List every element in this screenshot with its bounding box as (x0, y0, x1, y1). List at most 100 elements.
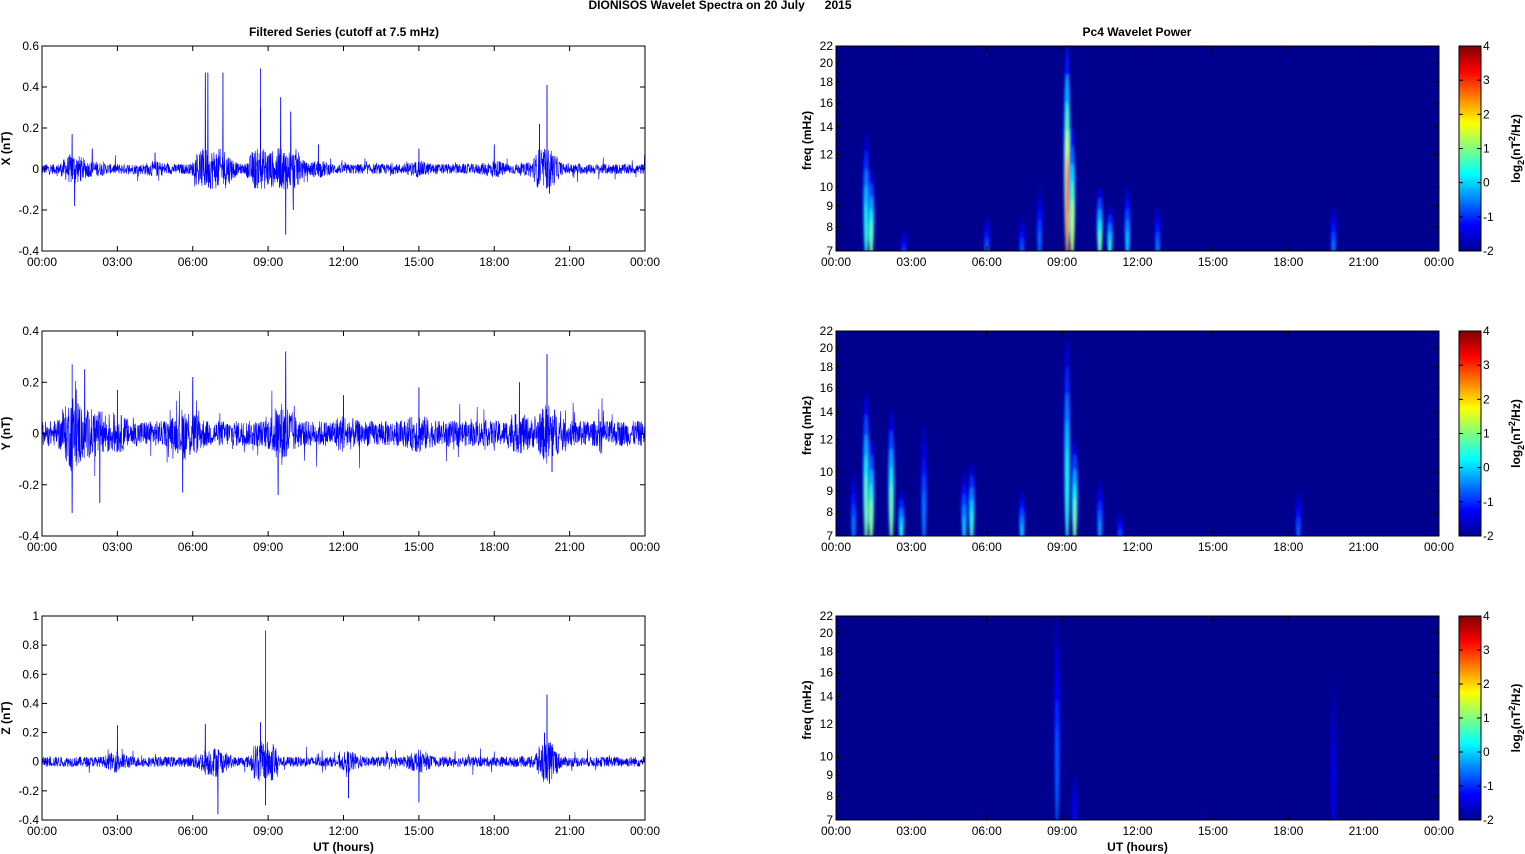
y-tick-label: 22 (820, 324, 834, 338)
y-tick-label: 14 (820, 405, 834, 419)
x-tick-label: 00:00 (1424, 255, 1454, 269)
power-feature (1038, 229, 1041, 251)
y-tick-label: 14 (820, 690, 834, 704)
x-tick-label: 21:00 (1349, 255, 1379, 269)
colorbar-tick-label: 2 (1483, 392, 1490, 406)
x-tick-label: 18:00 (479, 824, 509, 838)
line-panel-3: -0.4 -0.2 0 0.2 0.4 0.6 0.8 1 Z (nT) 00:00 03:00 06… (0, 609, 660, 854)
y-tick-label: 22 (820, 609, 834, 623)
power-features (862, 46, 1337, 251)
y-tick-label: 7 (826, 244, 833, 258)
power-feature (1073, 808, 1076, 820)
x-tick-label: 09:00 (253, 824, 283, 838)
y-tick-label: 7 (826, 813, 833, 827)
plot-area (42, 616, 645, 820)
y-tick-label: 9 (826, 484, 833, 498)
x-tick-label: 09:00 (253, 255, 283, 269)
colorbar-tick-label: 4 (1483, 609, 1490, 623)
power-feature (902, 247, 906, 251)
power-feature (1065, 445, 1069, 536)
y-tick-label: 0.4 (22, 324, 39, 338)
colorbar-label-part: /Hz) (1509, 399, 1523, 421)
x-tick-label: 00:00 (1424, 540, 1454, 554)
power-feature (1108, 239, 1112, 251)
colorbar-label-part: (nT (1509, 426, 1523, 445)
y-tick-label: 18 (820, 360, 834, 374)
y-tick-label: 0 (32, 162, 39, 176)
power-feature (1119, 535, 1121, 536)
y-tick-label: 10 (820, 180, 834, 194)
x-tick-label: 21:00 (1349, 824, 1379, 838)
power-feature (1098, 519, 1102, 536)
y-axis-label: Y (nT) (0, 417, 13, 451)
y-axis-label: X (nT) (0, 132, 13, 166)
power-feature (900, 524, 903, 536)
power-feature (970, 510, 973, 536)
colorbar-label-part: log (1509, 734, 1523, 752)
colorbar-tick-label: 0 (1483, 745, 1490, 759)
x-tick-label: 12:00 (328, 540, 358, 554)
colorbar-tick-label: 3 (1483, 358, 1490, 372)
colorbar-tick-label: 1 (1483, 142, 1490, 156)
power-feature (1118, 529, 1122, 536)
x-axis-label: UT (hours) (1107, 840, 1168, 854)
y-tick-label: 0.4 (22, 696, 39, 710)
power-feature (1055, 725, 1059, 820)
power-features (850, 339, 1302, 536)
y-tick-label: 0 (32, 755, 39, 769)
colorbar-tick-label: -2 (1483, 529, 1494, 543)
series-line (41, 72, 646, 235)
y-tick-label: 0 (32, 427, 39, 441)
y-axis-label: Z (nT) (0, 701, 13, 734)
x-tick-label: 00:00 (630, 255, 660, 269)
x-tick-label: 15:00 (404, 540, 434, 554)
x-tick-label: 03:00 (102, 540, 132, 554)
y-tick-label: 10 (820, 749, 834, 763)
colorbar-label-part: 2 (1516, 729, 1525, 734)
spectrogram-background (836, 331, 1439, 536)
colorbar-tick-label: -2 (1483, 244, 1494, 258)
colorbar-tick-label: 0 (1483, 176, 1490, 190)
y-tick-label: 0.2 (22, 375, 39, 389)
y-tick-label: 16 (820, 666, 834, 680)
power-feature (1070, 198, 1074, 251)
colorbar-tick-label: 4 (1483, 39, 1490, 53)
y-axis-label: freq (mHz) (800, 396, 814, 455)
colorbar-label-part: 2 (1507, 421, 1517, 426)
x-tick-label: 09:00 (1047, 540, 1077, 554)
colorbar-tick-label: 4 (1483, 324, 1490, 338)
x-tick-label: 00:00 (27, 824, 57, 838)
plot-area (42, 46, 645, 251)
y-tick-label: -0.4 (18, 244, 39, 258)
colorbar-label-part: 2 (1516, 445, 1525, 450)
x-tick-label: 03:00 (896, 540, 926, 554)
x-tick-label: 03:00 (102, 255, 132, 269)
x-tick-label: 12:00 (328, 255, 358, 269)
x-tick-label: 03:00 (102, 824, 132, 838)
x-tick-label: 18:00 (1273, 824, 1303, 838)
colorbar-tick-label: 1 (1483, 711, 1490, 725)
power-feature (1332, 761, 1335, 820)
y-tick-label: 20 (820, 56, 834, 70)
x-tick-label: 06:00 (178, 540, 208, 554)
colorbar-tick-label: -1 (1483, 210, 1494, 224)
x-tick-label: 09:00 (1047, 255, 1077, 269)
figure-title: DIONISOS Wavelet Spectra on 20 July 2015 (589, 0, 852, 12)
y-tick-label: 0.4 (22, 80, 39, 94)
colorbar-label-part: 2 (1516, 160, 1525, 165)
power-feature (1156, 239, 1159, 251)
colorbar-label-part: log (1509, 165, 1523, 183)
y-tick-label: 8 (826, 220, 833, 234)
x-tick-label: 21:00 (555, 540, 585, 554)
x-tick-label: 06:00 (178, 255, 208, 269)
y-tick-label: 18 (820, 645, 834, 659)
colorbar-label-part: 2 (1507, 136, 1517, 141)
x-tick-label: 18:00 (479, 255, 509, 269)
y-tick-label: 10 (820, 465, 834, 479)
right-column-title: Pc4 Wavelet Power (1083, 25, 1192, 39)
y-tick-label: 20 (820, 341, 834, 355)
colorbar-tick-label: 1 (1483, 427, 1490, 441)
y-tick-label: 9 (826, 199, 833, 213)
